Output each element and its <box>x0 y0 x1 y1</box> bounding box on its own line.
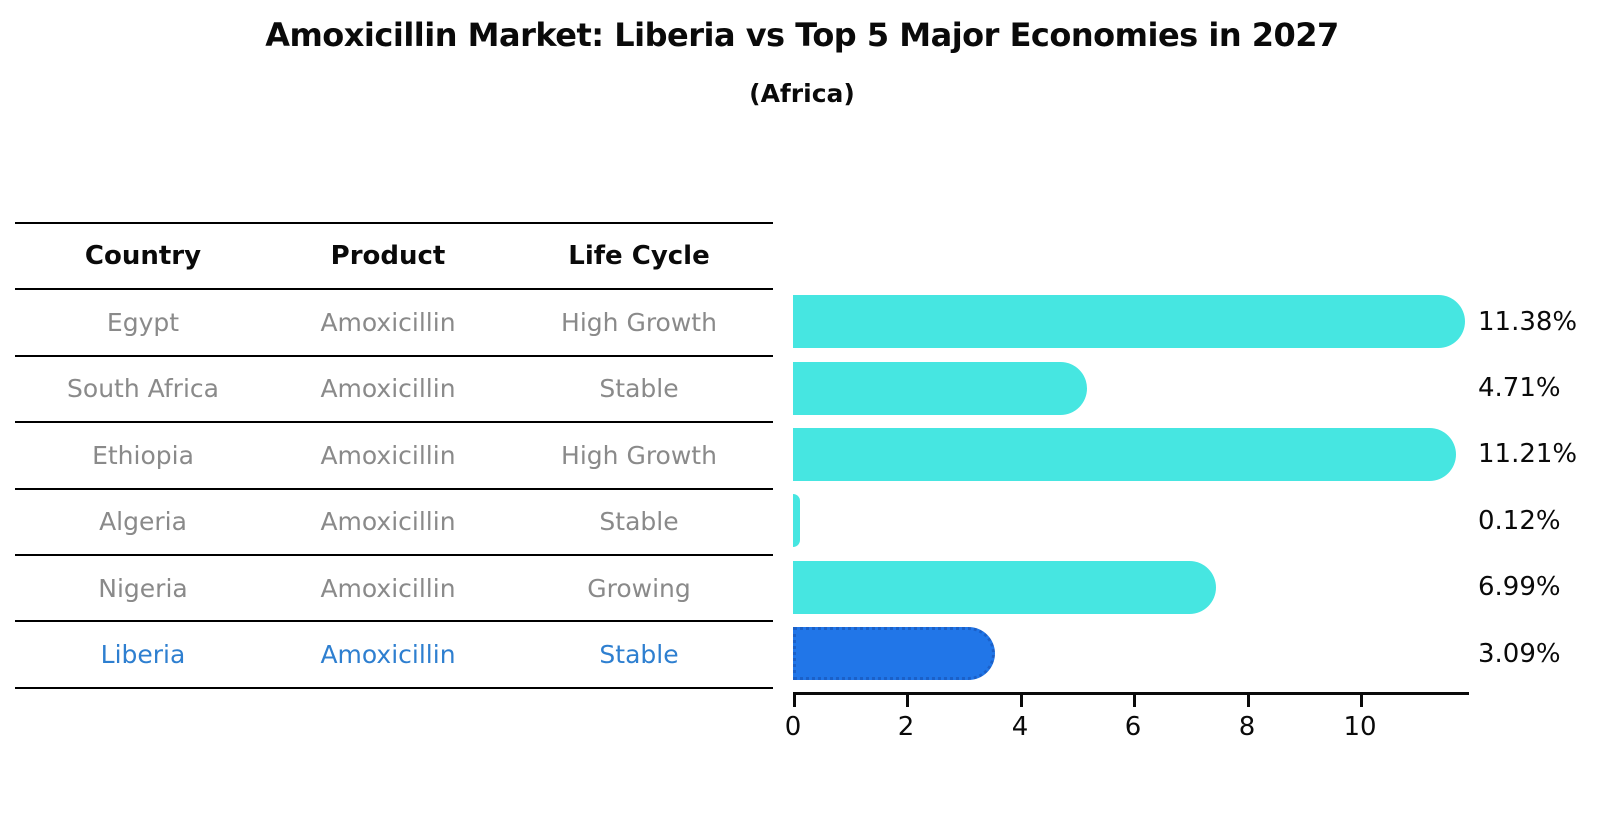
bar-chart: 11.38% 4.71% 11.21% 0.12% 6.99% 3.09% 0 … <box>785 222 1604 782</box>
x-axis-tick <box>1360 695 1363 707</box>
table-row: Egypt Amoxicillin High Growth <box>15 288 773 354</box>
x-axis-tick <box>1020 695 1023 707</box>
x-axis-tick <box>793 695 796 707</box>
chart-subtitle: (Africa) <box>749 79 855 108</box>
cell-lifecycle: Growing <box>587 573 691 603</box>
table-header-row: Country Product Life Cycle <box>15 222 773 288</box>
cell-lifecycle: Stable <box>599 374 679 404</box>
table-row: Nigeria Amoxicillin Growing <box>15 553 773 620</box>
value-label: 0.12% <box>1478 506 1561 536</box>
x-axis-tick-label: 4 <box>1011 712 1029 742</box>
bar <box>793 428 1456 481</box>
cell-lifecycle: High Growth <box>561 308 717 338</box>
x-axis-line <box>793 692 1469 695</box>
cell-country: South Africa <box>67 374 219 404</box>
cell-lifecycle: High Growth <box>561 440 717 470</box>
bar <box>793 627 995 680</box>
x-axis-tick <box>1133 695 1136 707</box>
value-label: 11.21% <box>1478 439 1578 469</box>
value-label: 3.09% <box>1478 639 1561 669</box>
value-label: 6.99% <box>1478 572 1561 602</box>
column-header-lifecycle: Life Cycle <box>568 241 710 272</box>
cell-lifecycle: Stable <box>599 507 679 537</box>
x-axis-tick-label: 2 <box>897 712 915 742</box>
cell-country: Egypt <box>106 308 180 338</box>
x-axis-tick-label: 6 <box>1124 712 1142 742</box>
bar <box>793 362 1087 415</box>
value-label: 4.71% <box>1478 373 1561 403</box>
cell-country: Liberia <box>100 640 186 670</box>
cell-product: Amoxicillin <box>320 640 456 670</box>
cell-lifecycle: Stable <box>599 640 679 670</box>
table-row: Liberia Amoxicillin Stable <box>15 620 773 686</box>
bar <box>793 295 1465 348</box>
x-axis-tick-label: 8 <box>1238 712 1256 742</box>
x-axis-tick <box>1247 695 1250 707</box>
cell-product: Amoxicillin <box>320 573 456 603</box>
cell-country: Nigeria <box>98 573 188 603</box>
x-axis-tick <box>906 695 909 707</box>
table-row: South Africa Amoxicillin Stable <box>15 354 773 421</box>
table-row: Ethiopia Amoxicillin High Growth <box>15 421 773 487</box>
cell-product: Amoxicillin <box>320 374 456 404</box>
x-axis-tick-label: 0 <box>784 712 802 742</box>
country-table: Country Product Life Cycle Egypt Amoxici… <box>15 222 773 689</box>
cell-country: Algeria <box>99 507 187 537</box>
column-header-country: Country <box>84 241 202 272</box>
cell-country: Ethiopia <box>92 440 194 470</box>
chart-title: Amoxicillin Market: Liberia vs Top 5 Maj… <box>265 16 1339 54</box>
value-label: 11.38% <box>1478 307 1578 337</box>
bar <box>793 561 1216 614</box>
column-header-product: Product <box>330 241 446 272</box>
table-row: Algeria Amoxicillin Stable <box>15 487 773 554</box>
cell-product: Amoxicillin <box>320 440 456 470</box>
cell-product: Amoxicillin <box>320 507 456 537</box>
x-axis-tick-label: 10 <box>1343 712 1377 742</box>
bar <box>793 494 800 547</box>
cell-product: Amoxicillin <box>320 308 456 338</box>
